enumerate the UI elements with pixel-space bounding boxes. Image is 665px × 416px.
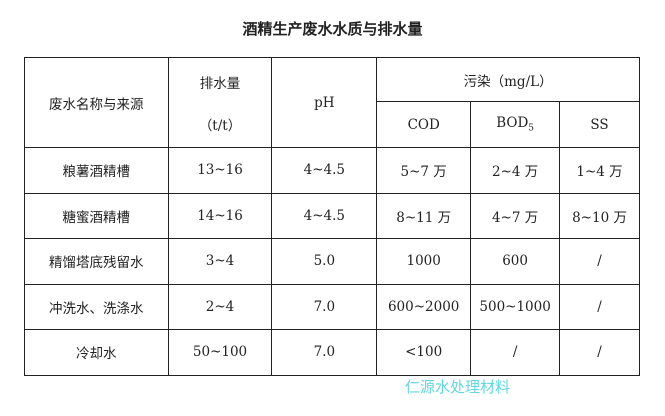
table-cell: 600 bbox=[470, 238, 561, 285]
table-cell: 精馏塔底残留水 bbox=[24, 238, 169, 285]
table-cell: 5~7 万 bbox=[376, 147, 472, 194]
table-cell: 2~4 万 bbox=[470, 147, 561, 194]
header-bod-sub: 5 bbox=[528, 123, 534, 134]
table-row: 糖蜜酒精槽 14~16 4~4.5 8~11 万 4~7 万 8~10 万 bbox=[24, 192, 640, 239]
table-cell: 1000 bbox=[376, 238, 472, 285]
header-flow-label: 排水量 bbox=[199, 75, 241, 92]
table-cell: 4~4.5 bbox=[271, 192, 378, 239]
table-cell: / bbox=[559, 329, 640, 376]
header-bod-label: BOD bbox=[496, 115, 529, 132]
table-cell: 14~16 bbox=[167, 192, 273, 239]
header-cod: COD bbox=[376, 101, 472, 148]
table-cell: / bbox=[559, 283, 640, 330]
table-cell: <100 bbox=[376, 329, 472, 376]
table-cell: 600~2000 bbox=[376, 283, 472, 330]
table-cell: 3~4 bbox=[167, 238, 273, 285]
table-cell: 5.0 bbox=[271, 238, 378, 285]
table-cell: 粮薯酒精槽 bbox=[24, 147, 169, 194]
table-row: 冷却水 50~100 7.0 <100// bbox=[24, 329, 640, 376]
header-pollution: 污染（mg/L） bbox=[376, 57, 640, 102]
table-row: 粮薯酒精槽 13~16 4~4.5 5~7 万 2~4 万 1~4 万 bbox=[24, 147, 640, 194]
table-cell: / bbox=[559, 238, 640, 285]
water-quality-table: 废水名称与来源 排水量 （t/t） pH 污染（mg/L） COD BOD5 SS… bbox=[24, 57, 640, 376]
table-cell: 7.0 bbox=[271, 329, 378, 376]
header-name: 废水名称与来源 bbox=[24, 57, 169, 148]
table-cell: 7.0 bbox=[271, 283, 378, 330]
table-cell: 冷却水 bbox=[24, 329, 169, 376]
table-row: 冲洗水、洗涤水 2~4 7.0 600~2000 500~1000/ bbox=[24, 283, 640, 330]
table-cell: 13~16 bbox=[167, 147, 273, 194]
table-cell: / bbox=[470, 329, 561, 376]
header-ph: pH bbox=[271, 57, 378, 148]
table-cell: 50~100 bbox=[167, 329, 273, 376]
header-flow: 排水量 （t/t） bbox=[167, 57, 273, 148]
table-cell: 2~4 bbox=[167, 283, 273, 330]
table-cell: 8~10 万 bbox=[559, 192, 640, 239]
table-cell: 4~7 万 bbox=[470, 192, 561, 239]
table-cell: 4~4.5 bbox=[271, 147, 378, 194]
table-cell: 冲洗水、洗涤水 bbox=[24, 283, 169, 330]
header-bod: BOD5 bbox=[470, 101, 561, 148]
table-cell: 8~11 万 bbox=[376, 192, 472, 239]
table-title: 酒精生产废水水质与排水量 bbox=[242, 20, 423, 38]
table-cell: 500~1000 bbox=[470, 283, 561, 330]
header-ss: SS bbox=[559, 101, 640, 148]
table-cell: 1~4 万 bbox=[559, 147, 640, 194]
table-row: 精馏塔底残留水 3~4 5.0 1000 600/ bbox=[24, 238, 640, 285]
watermark: 仁源水处理材料 bbox=[405, 378, 511, 396]
header-flow-unit: （t/t） bbox=[198, 117, 242, 134]
table-cell: 糖蜜酒精槽 bbox=[24, 192, 169, 239]
